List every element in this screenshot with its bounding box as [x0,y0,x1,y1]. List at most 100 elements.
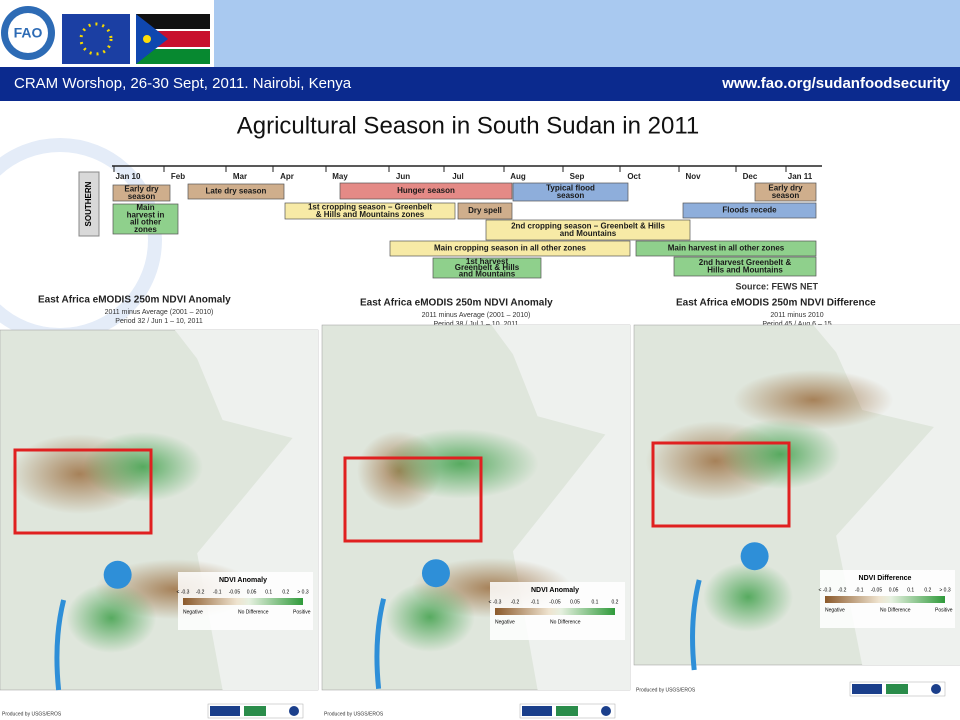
legend-tick: > 0.3 [939,587,950,593]
lake [54,599,67,691]
month-label: Jun [396,172,410,181]
legend-end: No Difference [550,619,581,625]
map-credit: Produced by USGS/EROS [636,687,696,693]
season-bar [432,257,542,279]
season-label: Greenbelt & Hills [455,263,520,272]
season-label: season [128,192,156,201]
season-label: 1st harvest [466,257,509,266]
logo-nasa [601,706,611,716]
wet-patch [382,428,539,499]
legend-title: NDVI Difference [859,575,912,582]
season-bar [284,202,456,220]
lake [421,559,450,588]
month-label: Dec [743,172,758,181]
season-bar [457,202,513,220]
season-label: harvest in [127,210,165,219]
legend-end: No Difference [238,609,269,615]
wet-patch [66,583,157,653]
month-label: Apr [280,172,294,181]
month-label: Jan 11 [788,172,813,181]
season-bar [673,256,817,277]
legend-tick: < -0.3 [177,589,190,595]
slide-title: Agricultural Season in South Sudan in 20… [237,112,700,139]
legend-tick: -0.2 [838,587,847,593]
season-label: 2nd harvest Greenbelt & [699,258,792,267]
calendar: SOUTHERN Jan 10 Feb Mar Apr May Jun Jul Aug Sep Oc… [78,165,822,291]
legend-end: Positive [935,607,953,613]
legend-tick: 0.05 [889,587,899,593]
wet-patch [384,582,475,652]
season-label: zones [134,225,157,234]
month-label: Sep [570,172,585,181]
season-label: Late dry season [206,187,267,196]
logo-usgs [886,684,908,694]
legend-end: Negative [825,607,845,613]
legend-tick: 0.1 [592,599,599,605]
focus-box [13,448,153,535]
legend-tick: 0.05 [570,599,580,605]
legend-tick: 0.1 [907,587,914,593]
legend-tick: -0.1 [855,587,864,593]
legend-tick: -0.05 [229,589,241,595]
month-label: Mar [233,172,247,181]
eu-flag [62,14,130,64]
logo-usaid [522,706,552,716]
season-bar [389,240,631,257]
lake [690,579,702,671]
legend-tick: 0.2 [612,599,619,605]
legend-tick: < -0.3 [489,599,502,605]
month-label: Aug [510,172,526,181]
season-label: 2nd cropping season – Greenbelt & Hills [511,221,665,230]
season-label: Main harvest in all other zones [668,244,785,253]
season-label: Typical flood [546,183,595,192]
season-label: Hills and Mountains [707,265,783,274]
season-label: & Hills and Mountains zones [316,210,425,219]
south-sudan-flag [136,14,210,64]
season-label: season [772,191,800,200]
legend-tick: -0.2 [196,589,205,595]
header-bar [0,67,960,101]
map-credit: Produced by USGS/EROS [2,711,62,717]
season-bar [512,182,629,202]
logo-nasa [931,684,941,694]
lake [740,542,769,571]
legend-end: Negative [183,609,203,615]
season-label: season [557,191,585,200]
season-label: Main cropping season in all other zones [434,244,587,253]
season-bar [187,183,285,200]
logo-usaid [852,684,882,694]
legend-tick: 0.2 [282,589,289,595]
season-label: Dry spell [468,206,502,215]
fao-logo: FAO [1,6,55,60]
season-label: 1st cropping season – Greenbelt [308,202,432,211]
logo-nasa [289,706,299,716]
wet-patch [703,562,794,632]
season-bar [682,202,817,219]
season-label: Main [136,203,154,212]
legend-end: No Difference [880,607,911,613]
legend-tick: 0.2 [924,587,931,593]
month-label: Jul [452,172,464,181]
focus-box [651,441,791,528]
legend-tick: -0.1 [213,589,222,595]
map-title: East Africa eMODIS 250m NDVI Anomaly [38,295,231,306]
focus-box [343,456,483,543]
legend-tick: -0.2 [511,599,520,605]
season-label: all other [130,218,161,227]
month-label: May [332,172,348,181]
header-band [214,0,960,67]
map-period: Period 45 / Aug 6 – 15 [762,321,831,328]
season-label: Floods recede [722,206,777,215]
legend-tick: 0.05 [247,589,257,595]
dry-patch [733,369,894,430]
legend-tick: > 0.3 [297,589,308,595]
season-bar [635,240,817,257]
legend-ramp [825,596,945,603]
legend-tick: < -0.3 [819,587,832,593]
map-title: East Africa eMODIS 250m NDVI Difference [676,298,876,309]
legend-end: Negative [495,619,515,625]
maps: East Africa eMODIS 250m NDVI Anomaly 2011… [0,295,960,719]
logo-usaid [210,706,240,716]
wet-patch [83,431,204,502]
region-label: SOUTHERN [84,181,93,226]
